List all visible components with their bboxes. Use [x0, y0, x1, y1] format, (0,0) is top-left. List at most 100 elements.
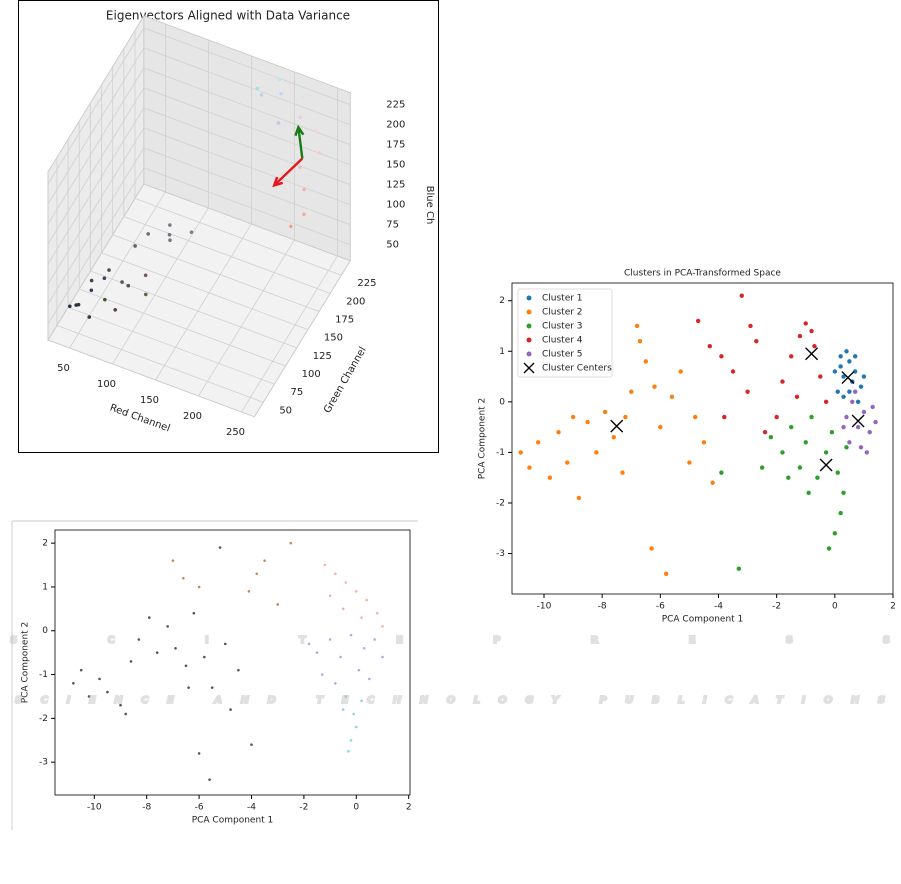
- data-point: [826, 546, 832, 551]
- grid-line: [79, 288, 286, 367]
- data-point: [806, 490, 811, 496]
- data-point: [344, 581, 348, 584]
- legend-marker: [526, 323, 532, 329]
- grid-line: [143, 87, 351, 166]
- data-point: [381, 625, 384, 628]
- x-tick-label: 2: [890, 602, 896, 612]
- data-point: [794, 394, 800, 399]
- data-point: [74, 303, 78, 307]
- data-point: [365, 598, 369, 602]
- cluster-center: [851, 414, 865, 428]
- data-point: [797, 333, 803, 339]
- grid-line: [47, 27, 145, 185]
- tick-label: 175: [335, 315, 354, 326]
- tick-label: 150: [324, 333, 343, 344]
- data-point: [137, 638, 141, 641]
- grid-line: [155, 223, 252, 381]
- data-point: [855, 399, 861, 405]
- data-point: [852, 389, 858, 394]
- data-point: [594, 450, 599, 455]
- tick-label: 200: [346, 296, 365, 307]
- data-point: [847, 389, 852, 394]
- legend-box: [517, 288, 613, 378]
- data-point: [730, 369, 736, 374]
- data-point: [832, 531, 838, 536]
- data-point: [687, 460, 692, 465]
- tick-label: 200: [183, 411, 202, 422]
- y-tick-label: -3: [39, 758, 48, 768]
- data-point: [852, 369, 858, 374]
- data-point: [829, 429, 835, 435]
- data-point: [298, 115, 303, 120]
- grid-line: [90, 270, 297, 349]
- data-point: [535, 440, 541, 445]
- tick-label: 50: [57, 363, 70, 374]
- data-point: [855, 424, 861, 430]
- cluster-center: [805, 347, 819, 361]
- data-point: [841, 424, 846, 430]
- y-tick-label: 1: [499, 347, 505, 357]
- data-point: [362, 646, 366, 650]
- data-point: [143, 292, 148, 297]
- grid-line: [143, 27, 351, 106]
- chart-title: Clusters in PCA-Transformed Space: [624, 269, 781, 279]
- grid-line: [123, 216, 331, 294]
- data-point: [126, 283, 131, 288]
- data-point: [786, 475, 791, 480]
- charts: 5010015020025050751001251501752002255075…: [21, 14, 896, 826]
- data-point: [736, 566, 742, 571]
- panel-frame: [11, 520, 418, 830]
- legend-label: Cluster 5: [542, 350, 583, 360]
- tick-label: 125: [386, 180, 405, 191]
- data-point: [858, 445, 864, 450]
- x-tick-label: -4: [714, 602, 723, 612]
- grid-line: [198, 239, 295, 397]
- data-point: [847, 440, 852, 445]
- x-axis-label: PCA Component 1: [192, 816, 274, 826]
- data-point: [148, 616, 151, 619]
- grid-line: [143, 107, 351, 186]
- grid-line: [47, 47, 145, 205]
- data-point: [652, 384, 657, 389]
- data-point: [585, 419, 590, 425]
- y-tick-label: -3: [496, 549, 505, 559]
- data-point: [315, 651, 319, 654]
- x-tick-label: -2: [299, 803, 308, 813]
- data-point: [184, 664, 188, 668]
- y-tick-label: 2: [499, 296, 505, 306]
- data-point: [72, 682, 75, 685]
- data-point: [328, 594, 332, 598]
- legend-marker: [526, 295, 532, 301]
- data-point: [797, 465, 803, 470]
- tick-label: 100: [97, 379, 116, 390]
- data-point: [357, 668, 361, 672]
- data-point: [629, 389, 634, 394]
- data-point: [302, 187, 306, 192]
- data-point: [864, 450, 870, 455]
- y-tick-label: 0: [42, 626, 48, 636]
- data-point: [669, 394, 675, 399]
- data-point: [360, 616, 363, 619]
- y-tick-label: -1: [39, 670, 48, 680]
- legend-marker: [526, 351, 532, 357]
- data-point: [89, 288, 94, 293]
- data-point: [658, 424, 663, 430]
- data-point: [300, 95, 305, 99]
- data-point: [623, 414, 628, 420]
- data-point: [809, 414, 814, 420]
- data-point: [171, 559, 175, 562]
- grid-line: [143, 47, 351, 126]
- watermark-brand: SCITEPRESS: [10, 635, 890, 646]
- legend-marker: [526, 337, 532, 343]
- legend-label: Cluster 2: [542, 308, 583, 318]
- legend-label: Cluster Centers: [542, 364, 612, 374]
- data-point: [347, 749, 350, 753]
- data-point: [87, 315, 92, 319]
- data-point: [87, 695, 91, 698]
- data-point: [838, 510, 843, 516]
- grid-line: [56, 325, 264, 403]
- x-tick-label: -4: [247, 803, 256, 813]
- tick-label: 175: [386, 140, 405, 151]
- data-point: [229, 708, 232, 711]
- x-tick-label: 2: [406, 803, 412, 813]
